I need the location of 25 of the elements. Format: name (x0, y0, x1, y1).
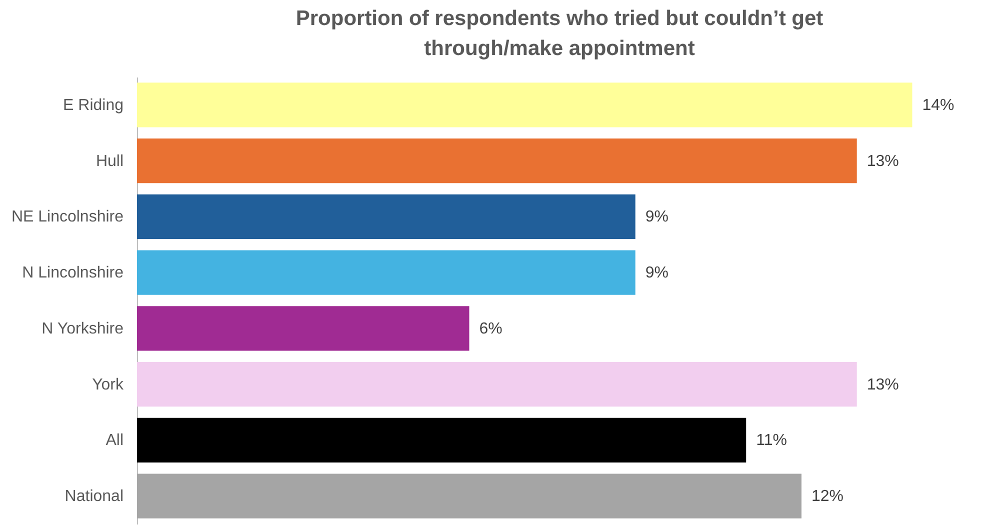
data-label: 6% (479, 320, 502, 338)
y-tick-label: York (92, 376, 124, 394)
y-tick-label: Hull (96, 152, 124, 170)
y-tick-label: N Lincolnshire (22, 264, 124, 282)
y-tick-label: NE Lincolnshire (11, 208, 124, 226)
bar (137, 362, 857, 407)
bar (137, 82, 912, 128)
bar (137, 474, 802, 518)
data-label: 14% (922, 96, 954, 114)
bar (137, 138, 857, 184)
bar (137, 194, 636, 240)
y-tick-label: E Riding (63, 96, 124, 114)
bar (137, 250, 636, 295)
bar (137, 418, 746, 463)
data-label: 11% (756, 432, 787, 450)
data-label: 9% (645, 208, 668, 226)
y-tick-label: All (106, 432, 124, 450)
chart-title: Proportion of respondents who tried but couldn’t get through/make appointment (296, 7, 824, 60)
data-label: 13% (866, 376, 899, 394)
data-label: 9% (645, 264, 668, 282)
data-label: 13% (866, 152, 899, 170)
y-tick-label: N Yorkshire (42, 320, 124, 338)
data-label: 12% (811, 488, 844, 506)
bar (137, 306, 470, 351)
y-tick-label: National (64, 488, 124, 506)
